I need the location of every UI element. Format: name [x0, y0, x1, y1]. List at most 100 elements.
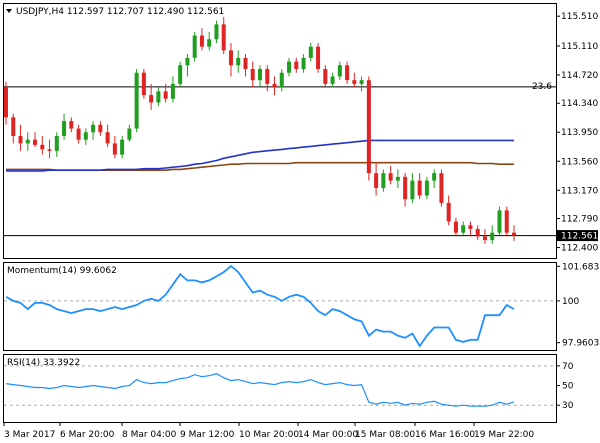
bear-candle	[11, 117, 16, 136]
bear-candle	[40, 144, 45, 150]
bull-candle	[192, 35, 197, 58]
bull-candle	[432, 173, 437, 181]
momentum-title: Momentum(14) 99.6062	[7, 266, 117, 276]
bear-candle	[250, 69, 255, 81]
price-tick-label: 112.790	[561, 215, 598, 225]
bull-candle	[410, 180, 415, 200]
price-tick-label: 113.170	[561, 186, 598, 196]
bear-candle	[163, 91, 168, 99]
bear-candle	[243, 57, 248, 70]
bear-candle	[388, 173, 393, 181]
bear-candle	[352, 80, 357, 84]
bear-candle	[323, 69, 328, 84]
bull-candle	[381, 173, 386, 189]
time-axis: 3 Mar 2017 6 Mar 20:00 8 Mar 04:00 9 Mar 12…	[3, 422, 534, 440]
bear-candle	[141, 72, 146, 96]
collapse-triangle-icon[interactable]	[6, 9, 12, 13]
bear-candle	[504, 210, 509, 233]
time-tick-label: 8 Mar 04:00	[122, 430, 177, 440]
bull-candle	[127, 128, 132, 140]
rsi-line	[5, 373, 515, 407]
bear-candle	[221, 24, 226, 51]
bear-candle	[105, 132, 110, 144]
bull-candle	[134, 72, 139, 129]
time-tick-label: 9 Mar 12:00	[180, 430, 235, 440]
bear-candle	[265, 69, 270, 84]
rsi-title: RSI(14) 33.3922	[7, 358, 80, 368]
price-panel-frame	[3, 3, 557, 259]
bull-candle	[359, 80, 364, 84]
time-tick-label: 16 Mar 16:00	[415, 430, 475, 440]
bull-candle	[236, 57, 241, 66]
bear-candle	[512, 232, 516, 236]
bull-candle	[54, 135, 59, 151]
bear-candle	[33, 139, 38, 145]
bull-candle	[330, 76, 335, 84]
price-tick-label: 113.560	[561, 157, 598, 167]
bull-candle	[207, 39, 212, 47]
time-tick-label: 14 Mar 00:00	[298, 430, 358, 440]
bear-candle	[366, 80, 371, 174]
price-panel-title: USDJPY,H4 112.597 112.707 112.490 112.56…	[16, 7, 224, 17]
bear-candle	[403, 176, 408, 200]
bear-candle	[374, 173, 379, 189]
bull-candle	[337, 65, 342, 77]
price-tick-label: 112.400	[561, 244, 598, 254]
bull-candle	[301, 57, 306, 70]
bull-candle	[497, 210, 502, 233]
rsi-tick-label: 30	[562, 401, 574, 411]
bear-candle	[316, 46, 321, 70]
bear-candle	[47, 149, 52, 151]
time-tick-label: 3 Mar 2017	[4, 430, 55, 440]
candles	[4, 16, 516, 244]
bull-candle	[279, 72, 284, 88]
bear-candle	[76, 128, 81, 140]
bull-candle	[185, 57, 190, 66]
momentum-tick-label: 100	[562, 297, 579, 307]
rsi-panel: 70 50 30 RSI(14) 33.3922	[3, 354, 574, 423]
bear-candle	[475, 228, 480, 237]
bear-candle	[417, 180, 422, 196]
bear-candle	[468, 225, 473, 229]
bear-candle	[98, 124, 103, 133]
bull-candle	[308, 46, 313, 58]
rsi-tick-label: 70	[562, 362, 574, 372]
bull-candle	[214, 24, 219, 40]
sma-fast-line	[6, 139, 514, 172]
bear-candle	[272, 83, 277, 88]
rsi-tick-label: 50	[562, 382, 574, 392]
bear-candle	[199, 35, 204, 47]
bull-candle	[178, 65, 183, 84]
price-tick-label: 114.720	[561, 71, 598, 81]
bear-candle	[18, 135, 23, 144]
bull-candle	[490, 232, 495, 241]
bull-candle	[62, 121, 67, 136]
bear-candle	[439, 173, 444, 203]
bull-candle	[120, 139, 125, 155]
momentum-line	[5, 264, 515, 348]
bear-candle	[294, 61, 299, 70]
bull-candle	[83, 132, 88, 140]
bear-candle	[345, 65, 350, 81]
bear-candle	[69, 121, 74, 129]
time-tick-label: 6 Mar 20:00	[60, 430, 115, 440]
bull-candle	[287, 61, 292, 73]
bear-candle	[453, 221, 458, 233]
price-panel: 115.510 115.110 114.720 114.340 113.950 113.5…	[3, 3, 598, 259]
rsi-reference-lines	[4, 365, 556, 406]
momentum-panel-frame	[3, 262, 557, 351]
bear-candle	[149, 95, 154, 103]
moving-averages	[6, 139, 514, 172]
price-tick-label: 114.340	[561, 99, 598, 109]
bull-candle	[395, 176, 400, 181]
bear-candle	[446, 202, 451, 222]
rsi-panel-frame	[3, 354, 557, 423]
bull-candle	[461, 225, 466, 233]
price-tick-label: 115.510	[561, 12, 598, 22]
bear-candle	[482, 236, 487, 241]
momentum-series	[5, 264, 515, 348]
